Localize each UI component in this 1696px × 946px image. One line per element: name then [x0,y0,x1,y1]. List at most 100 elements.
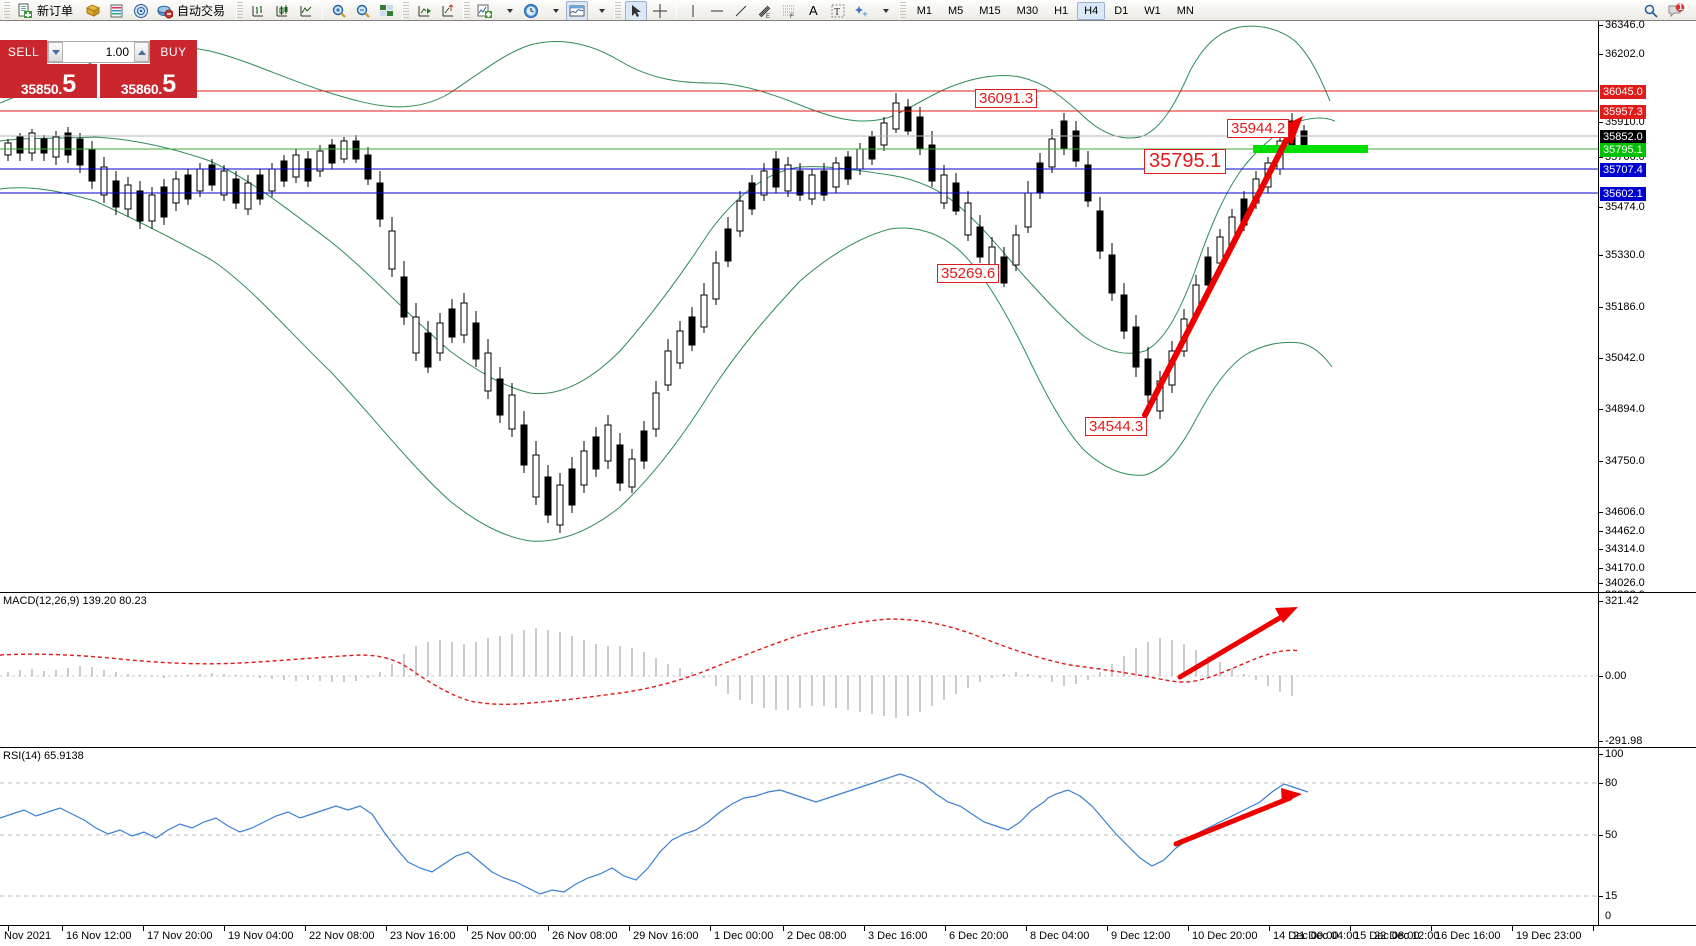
macd-plot-area[interactable] [0,593,1598,747]
time-axis[interactable]: Nov 2021 16 Nov 12:00 17 Nov 20:00 19 No… [0,925,1696,946]
toolbar-grip-5[interactable] [614,1,622,20]
new-order-button[interactable]: 新订单 [14,1,80,21]
buy-price[interactable]: 35860 . 5 [100,64,197,98]
buy-button[interactable]: BUY [150,40,197,64]
green-zone-marker [1253,145,1368,153]
timeframe-mn[interactable]: MN [1170,2,1201,20]
sell-price[interactable]: 35850 . 5 [0,64,97,98]
toolbar-grip-2[interactable] [236,1,244,20]
chart-shift-button[interactable] [437,1,459,21]
toolbar-grip-3[interactable] [402,1,410,20]
one-click-trading-panel[interactable]: SELL 1.00 BUY 35850 . 5 35860 . 5 [0,40,197,98]
timeframe-label: M30 [1016,4,1039,17]
volume-stepper[interactable]: 1.00 [47,41,150,63]
price-plot-area[interactable] [0,21,1598,592]
horizontal-line-button[interactable] [706,1,728,21]
volume-decrement-button[interactable] [48,42,63,62]
time-tick-label: 15 Dec 08:00 [1354,930,1420,942]
price-tick-label: 34462.0 [1605,525,1645,537]
price-tick-label: 35474.0 [1605,201,1645,213]
time-tick-label: 17 Nov 20:00 [147,930,213,942]
price-tag-support-35795[interactable]: 35795.1 [1600,143,1646,157]
annotation-callout-36091[interactable]: 36091.3 [975,89,1038,108]
templates-dropdown[interactable] [590,1,610,21]
macd-pane[interactable]: MACD(12,26,9) 139.20 80.23 321.42 0.00 -… [0,592,1696,747]
annotation-callout-35269[interactable]: 35269.6 [937,264,1000,283]
trendline-button[interactable] [730,1,752,21]
equidistant-channel-button[interactable]: E [754,1,776,21]
price-chart-pane[interactable]: 36346.0 36202.0 35910.0 35766.0 35474.0 … [0,19,1696,601]
auto-scroll-button[interactable] [413,1,435,21]
price-tick-label: 34750.0 [1605,455,1645,467]
line-chart-button[interactable] [295,1,317,21]
time-tick-label: 6 Dec 20:00 [949,930,1009,942]
timeframe-m15[interactable]: M15 [972,2,1007,20]
periods-dropdown[interactable] [544,1,564,21]
volume-increment-button[interactable] [134,42,149,62]
auto-trading-button[interactable]: 自动交易 [154,1,232,21]
zoom-out-button[interactable] [352,1,374,21]
rsi-tick: 100 [1599,748,1623,760]
timeframe-label: H4 [1084,4,1099,17]
timeframe-m1[interactable]: M1 [910,2,939,20]
timeframe-m30[interactable]: M30 [1010,2,1045,20]
price-tag-resistance-36045[interactable]: 36045.0 [1600,85,1646,99]
templates-button[interactable] [566,0,589,21]
notification-count: 1 [1677,1,1683,12]
timeframe-label: D1 [1114,4,1129,17]
annotation-callout-35944[interactable]: 35944.2 [1227,119,1290,138]
time-tick-label: 16 Dec 16:00 [1435,930,1501,942]
annotation-callout-34544[interactable]: 34544.3 [1085,417,1148,436]
rsi-pane[interactable]: RSI(14) 65.9138 100 80 50 15 0 [0,747,1696,925]
crosshair-button[interactable] [649,1,671,21]
time-tick-label: 25 Nov 00:00 [471,930,537,942]
rsi-scale[interactable]: 100 80 50 15 0 [1598,748,1696,925]
price-tick-label: 36202.0 [1605,48,1645,60]
cursor-button[interactable] [625,0,648,21]
zoom-in-button[interactable] [328,1,350,21]
timeframe-w1[interactable]: W1 [1137,2,1168,20]
fibonacci-button[interactable]: F [778,1,800,21]
vertical-line-button[interactable] [682,1,704,21]
periods-button[interactable] [520,1,542,21]
rsi-plot-area[interactable] [0,748,1598,925]
timeframe-m5[interactable]: M5 [941,2,970,20]
timeframe-d1[interactable]: D1 [1107,2,1135,20]
price-tick: 35910.0 [1599,116,1645,128]
svg-text:T: T [834,7,840,18]
text-button[interactable]: A [802,1,825,21]
price-scale[interactable]: 36346.0 36202.0 35910.0 35766.0 35474.0 … [1598,19,1696,601]
annotation-callout-35795[interactable]: 35795.1 [1144,149,1227,174]
text-icon: A [809,3,818,18]
data-window-button[interactable] [130,1,152,21]
new-order-icon [17,3,33,19]
timeframe-h1[interactable]: H1 [1047,2,1075,20]
fibonacci-icon: F [781,3,797,19]
price-tag-current-35852[interactable]: 35852.0 [1600,130,1646,144]
indicators-dropdown[interactable] [498,1,518,21]
volume-input[interactable]: 1.00 [63,42,134,62]
shapes-dropdown[interactable] [875,1,895,21]
search-button[interactable] [1640,1,1662,21]
price-tag-support-35602[interactable]: 35602.1 [1600,187,1646,201]
tile-windows-button[interactable] [376,1,398,21]
bar-chart-button[interactable] [247,1,269,21]
macd-scale[interactable]: 321.42 0.00 -291.98 [1598,593,1696,747]
price-tag-resistance-35957[interactable]: 35957.3 [1600,105,1646,119]
toolbar-grip[interactable] [3,1,10,20]
timeframe-h4[interactable]: H4 [1077,1,1106,20]
market-watch-button[interactable] [106,1,128,21]
buy-price-main: 35860 [120,81,159,97]
sell-button[interactable]: SELL [0,40,47,64]
candlestick-chart-button[interactable] [271,1,293,21]
text-label-button[interactable]: T [827,1,849,21]
main-toolbar: 新订单 [0,0,1696,22]
toolbar-grip-4[interactable] [463,1,471,20]
indicators-button[interactable] [474,1,496,21]
notifications-button[interactable]: 1 [1664,1,1686,21]
sell-price-main: 35850 [20,81,59,97]
shapes-button[interactable] [851,1,873,21]
toolbar-grip-6[interactable] [898,1,906,20]
profiles-button[interactable] [82,1,104,21]
price-tag-support-35707[interactable]: 35707.4 [1600,163,1646,177]
